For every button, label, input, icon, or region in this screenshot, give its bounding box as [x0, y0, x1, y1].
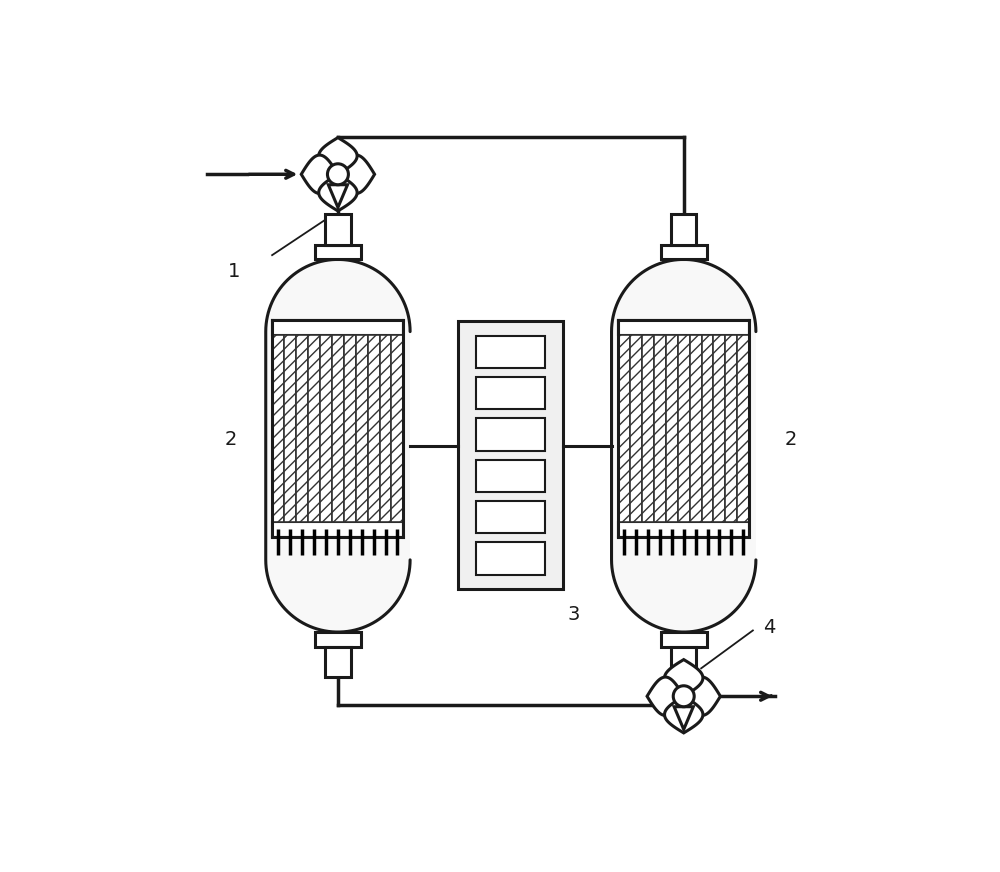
Polygon shape: [338, 155, 375, 194]
Bar: [272, 335, 284, 521]
Bar: [612, 331, 756, 560]
Bar: [476, 501, 545, 534]
Bar: [671, 215, 696, 245]
Polygon shape: [684, 677, 720, 715]
Bar: [618, 335, 749, 521]
Bar: [380, 335, 391, 521]
Bar: [332, 335, 344, 521]
Bar: [618, 320, 749, 335]
Bar: [284, 335, 296, 521]
Polygon shape: [301, 155, 338, 194]
Bar: [725, 335, 737, 521]
Bar: [476, 336, 545, 368]
Circle shape: [266, 487, 410, 632]
Bar: [476, 460, 545, 492]
Bar: [272, 320, 403, 335]
Bar: [618, 521, 749, 536]
Circle shape: [612, 259, 756, 404]
Bar: [671, 647, 696, 677]
Bar: [476, 419, 545, 451]
Circle shape: [673, 685, 694, 706]
Bar: [325, 647, 351, 677]
Polygon shape: [319, 174, 357, 211]
Bar: [661, 245, 707, 259]
Bar: [713, 335, 725, 521]
Text: 4: 4: [763, 617, 776, 637]
Bar: [325, 215, 351, 245]
Bar: [654, 335, 666, 521]
Polygon shape: [328, 185, 348, 208]
Text: 2: 2: [225, 430, 237, 448]
Bar: [368, 335, 380, 521]
Text: 1: 1: [228, 262, 240, 282]
Bar: [690, 335, 702, 521]
Bar: [344, 335, 356, 521]
Bar: [476, 377, 545, 409]
Circle shape: [612, 487, 756, 632]
Text: 2: 2: [785, 430, 797, 448]
Bar: [618, 335, 630, 521]
Bar: [630, 335, 642, 521]
Bar: [315, 245, 361, 259]
Circle shape: [266, 259, 410, 404]
Bar: [642, 335, 654, 521]
Bar: [272, 335, 403, 521]
Circle shape: [327, 164, 348, 185]
Bar: [476, 542, 545, 575]
Polygon shape: [674, 706, 693, 729]
Bar: [702, 335, 713, 521]
Bar: [391, 335, 403, 521]
Polygon shape: [665, 659, 703, 696]
Bar: [661, 632, 707, 647]
Polygon shape: [647, 677, 684, 715]
Text: 3: 3: [568, 605, 580, 624]
Bar: [320, 335, 332, 521]
Bar: [296, 335, 308, 521]
Polygon shape: [665, 696, 703, 732]
Bar: [272, 521, 403, 536]
Bar: [666, 335, 678, 521]
Bar: [315, 632, 361, 647]
Bar: [356, 335, 368, 521]
Bar: [678, 335, 690, 521]
Bar: [266, 331, 410, 560]
Bar: [458, 321, 563, 589]
Bar: [737, 335, 749, 521]
Polygon shape: [319, 138, 357, 174]
Bar: [308, 335, 320, 521]
